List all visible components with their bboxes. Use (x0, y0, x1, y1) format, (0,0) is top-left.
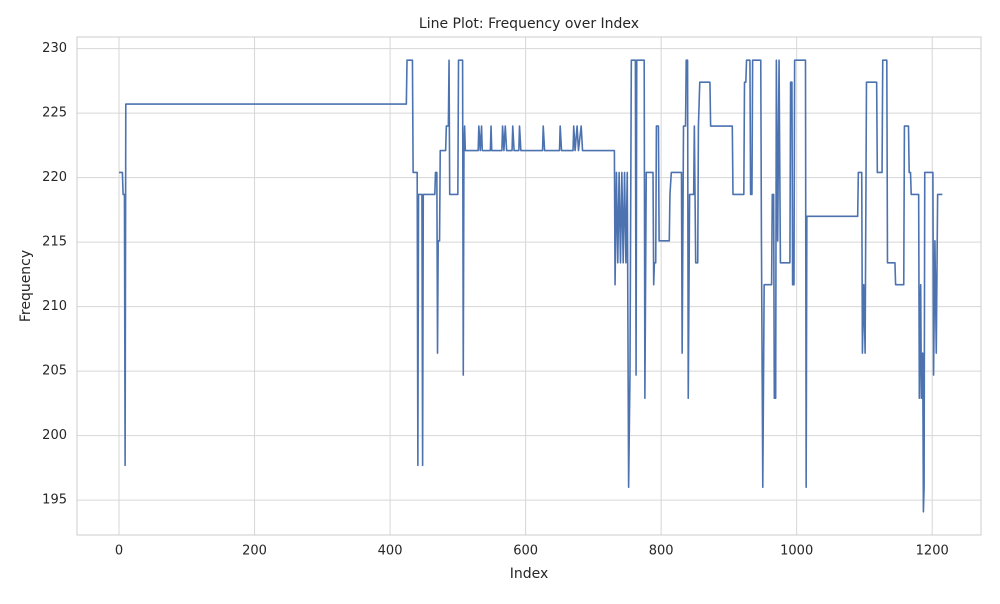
y-tick-label: 230 (42, 41, 67, 56)
x-tick-label: 1200 (916, 544, 949, 559)
y-tick-label: 225 (42, 106, 67, 121)
y-axis-label: Frequency (18, 250, 34, 322)
y-tick-label: 220 (42, 170, 67, 185)
chart-title: Line Plot: Frequency over Index (419, 16, 639, 32)
x-tick-label: 0 (115, 544, 123, 559)
y-tick-label: 195 (42, 493, 67, 508)
y-tick-label: 215 (42, 235, 67, 250)
y-tick-label: 210 (42, 299, 67, 314)
line-series (119, 59, 943, 513)
y-tick-label: 205 (42, 364, 67, 379)
x-tick-label: 600 (513, 544, 538, 559)
plot-frame (76, 36, 982, 536)
x-tick-label: 800 (649, 544, 674, 559)
x-tick-label: 200 (242, 544, 267, 559)
y-tick-label: 200 (42, 428, 67, 443)
x-axis-label: Index (510, 566, 549, 582)
x-tick-label: 1000 (780, 544, 813, 559)
x-tick-label: 400 (378, 544, 403, 559)
